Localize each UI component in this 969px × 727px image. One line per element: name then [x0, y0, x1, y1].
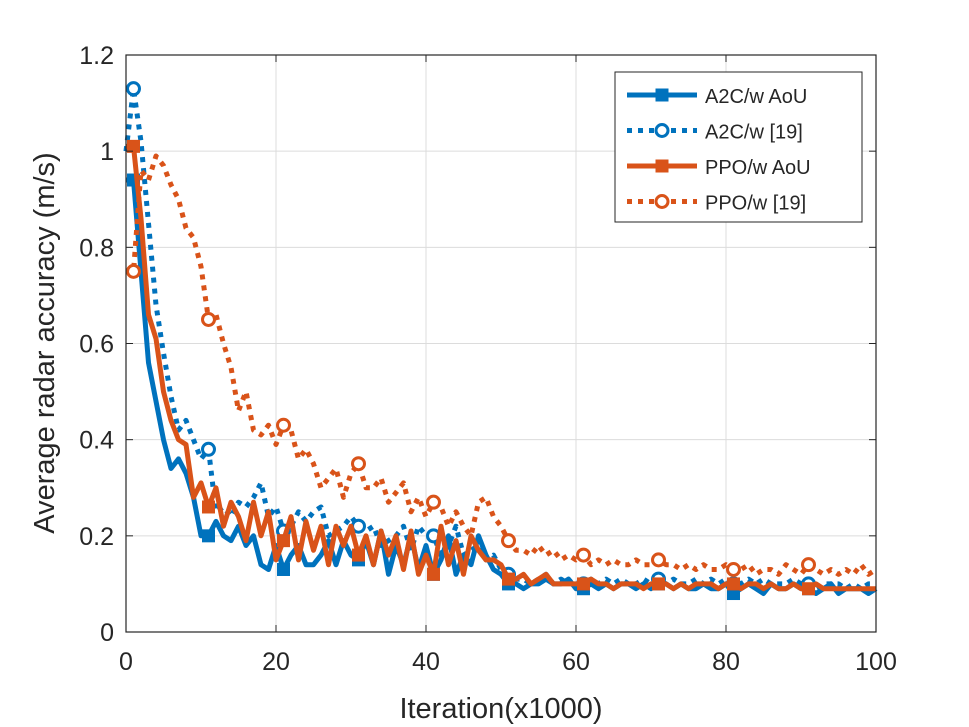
y-tick-label: 0.6: [79, 331, 114, 359]
legend-marker: [654, 123, 670, 138]
legend-marker: [655, 88, 669, 102]
legend-label: A2C/w [19]: [705, 122, 803, 144]
data-point-marker: [577, 577, 590, 591]
data-point-marker: [277, 534, 290, 548]
series-lines: [123, 81, 878, 601]
data-point-marker: [127, 139, 140, 153]
legend-marker: [654, 194, 670, 209]
legend-marker: [655, 159, 669, 173]
legend-label: A2C/w AoU: [705, 86, 807, 108]
data-point-marker: [726, 561, 741, 577]
y-tick-label: 1.2: [79, 42, 114, 70]
x-tick-label: 40: [412, 648, 440, 676]
x-tick-label: 0: [119, 648, 133, 676]
series-3: [126, 139, 876, 596]
legend: A2C/w AoU A2C/w [19] PPO/w AoU PPO/w [19]: [614, 71, 863, 223]
x-tick-label: 60: [562, 648, 590, 676]
data-point-marker: [427, 567, 440, 581]
data-point-marker: [277, 562, 290, 576]
data-point-marker: [652, 577, 665, 591]
data-point-marker: [501, 533, 516, 549]
data-point-marker: [352, 548, 365, 562]
x-tick-label: 100: [855, 648, 897, 676]
series-line: [126, 153, 878, 577]
legend-label: PPO/w [19]: [705, 193, 806, 215]
x-tick-label: 20: [262, 648, 290, 676]
legend-label: PPO/w AoU: [705, 157, 811, 179]
data-point-marker: [201, 311, 216, 327]
data-point-marker: [276, 417, 291, 433]
series-line: [126, 143, 876, 592]
y-tick-label: 1: [100, 138, 114, 166]
data-point-marker: [126, 81, 141, 97]
data-point-marker: [651, 552, 666, 568]
data-point-marker: [202, 500, 215, 514]
y-tick-label: 0.2: [79, 523, 114, 551]
x-axis-label: Iteration(x1000): [399, 693, 602, 725]
data-point-marker: [727, 577, 740, 591]
data-point-marker: [202, 529, 215, 543]
series-line: [123, 86, 876, 592]
data-point-marker: [351, 456, 366, 472]
data-point-marker: [201, 441, 216, 457]
data-point-marker: [576, 547, 591, 563]
x-tick-label: 80: [712, 648, 740, 676]
series-4: [126, 153, 878, 577]
data-point-marker: [502, 572, 515, 586]
axis-ticks: 0 20 40 60 80 100 0 0.2 0.4 0.6 0.8 1 1.2: [79, 42, 897, 676]
y-tick-label: 0.4: [79, 427, 114, 455]
y-axis-label: Average radar accuracy (m/s): [29, 152, 61, 533]
data-point-marker: [801, 557, 816, 573]
data-point-marker: [426, 494, 441, 510]
y-tick-label: 0: [100, 619, 114, 647]
data-point-marker: [802, 582, 815, 596]
data-point-marker: [126, 263, 141, 279]
y-tick-label: 0.8: [79, 234, 114, 262]
